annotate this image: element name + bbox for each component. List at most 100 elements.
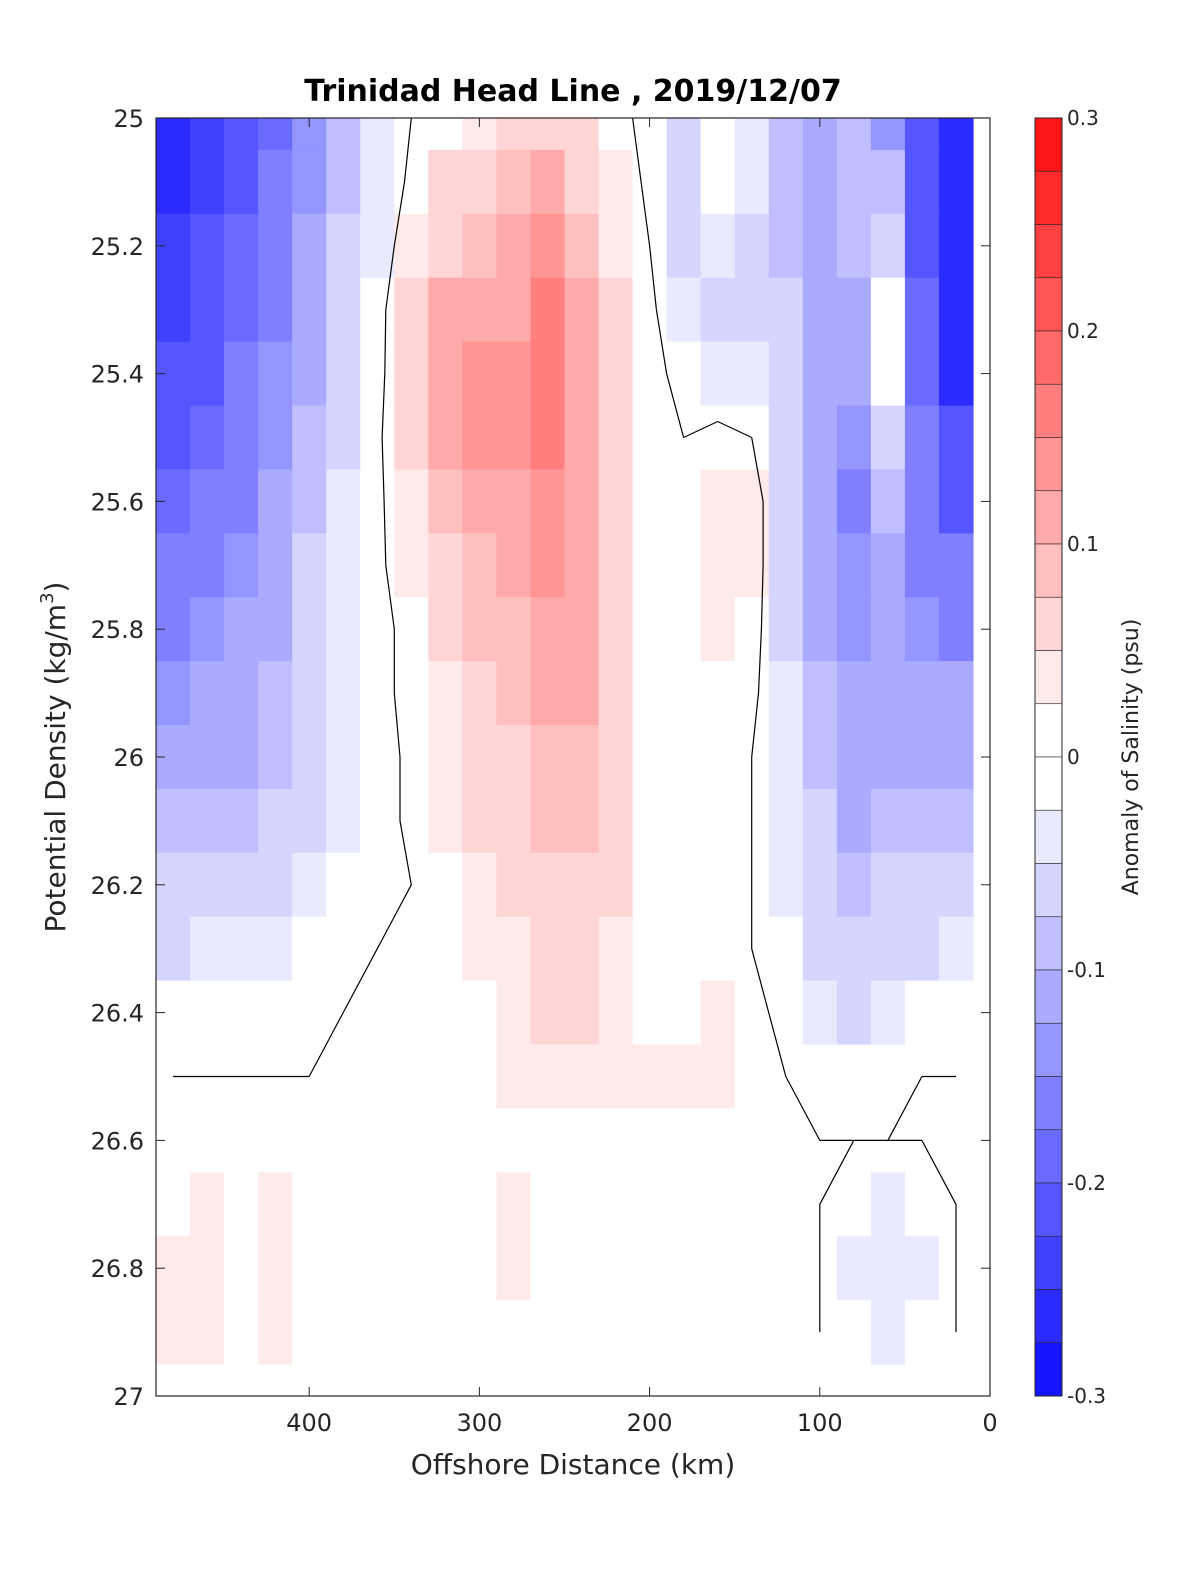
- colorbar-tick-label: 0.1: [1067, 532, 1099, 556]
- heatmap-cell: [394, 213, 429, 279]
- heatmap-cell: [258, 1300, 293, 1365]
- heatmap-cell: [496, 118, 532, 151]
- colorbar-tick-label: 0.2: [1067, 319, 1099, 343]
- heatmap-cell: [496, 533, 532, 598]
- heatmap-cell: [666, 1236, 702, 1301]
- heatmap-cell: [462, 213, 498, 279]
- heatmap-cell: [360, 1236, 395, 1301]
- heatmap-cell: [224, 1108, 259, 1173]
- heatmap-cell: [530, 916, 566, 982]
- heatmap-cell: [530, 341, 566, 407]
- heatmap-cell: [224, 469, 259, 534]
- heatmap-cell: [156, 277, 191, 343]
- heatmap-cell: [836, 661, 872, 726]
- colorbar-swatch: [1034, 969, 1063, 1024]
- heatmap-cell: [700, 469, 736, 534]
- heatmap-cell: [700, 277, 736, 343]
- heatmap-cell: [496, 405, 532, 471]
- heatmap-cell: [598, 661, 634, 726]
- heatmap-cell: [632, 1108, 668, 1173]
- heatmap-cell: [598, 1108, 634, 1173]
- heatmap-cell: [700, 1300, 736, 1365]
- heatmap-cell: [190, 1300, 225, 1365]
- heatmap-cell: [564, 213, 600, 279]
- heatmap-cell: [904, 118, 940, 151]
- heatmap-cell: [632, 533, 668, 598]
- colorbar-tick-label: -0.2: [1067, 1171, 1106, 1195]
- heatmap-cell: [224, 661, 259, 726]
- heatmap-cell: [292, 1300, 327, 1365]
- heatmap-cell: [870, 597, 906, 662]
- heatmap-cell: [530, 1172, 566, 1237]
- heatmap-cell: [394, 916, 429, 982]
- heatmap-cell: [734, 118, 770, 151]
- heatmap-cell: [360, 1044, 395, 1110]
- heatmap-cell: [836, 213, 872, 279]
- heatmap-cell: [564, 852, 600, 918]
- heatmap-cell: [190, 852, 225, 918]
- heatmap-cell: [802, 788, 838, 854]
- heatmap-cell: [768, 1172, 804, 1237]
- colorbar-tick-label: -0.1: [1067, 958, 1106, 982]
- colorbar-tick-label: 0: [1067, 745, 1080, 769]
- heatmap-cell: [836, 405, 872, 471]
- colorbar-swatch: [1034, 650, 1063, 705]
- heatmap-cell: [632, 980, 668, 1046]
- heatmap-cell: [224, 1172, 259, 1237]
- heatmap-cell: [836, 118, 872, 151]
- heatmap-cell: [428, 1236, 463, 1301]
- heatmap-cell: [836, 1172, 872, 1237]
- heatmap-cell: [156, 1172, 191, 1237]
- heatmap-cell: [462, 788, 498, 854]
- heatmap-cell: [598, 725, 634, 790]
- heatmap-cell: [258, 725, 293, 790]
- colorbar-swatch: [1034, 596, 1063, 651]
- y-tick-label: 26.8: [91, 1255, 144, 1283]
- heatmap-cell: [700, 213, 736, 279]
- heatmap-cell: [632, 341, 668, 407]
- heatmap-cell: [870, 1236, 906, 1301]
- heatmap-cell: [530, 980, 566, 1046]
- heatmap-cell: [666, 1300, 702, 1365]
- heatmap-cell: [564, 341, 600, 407]
- heatmap-cell: [768, 1108, 804, 1173]
- heatmap-cell: [802, 341, 838, 407]
- heatmap-cell: [190, 597, 225, 662]
- heatmap-cell: [666, 469, 702, 534]
- heatmap-cell: [224, 788, 259, 854]
- heatmap-cell: [870, 213, 906, 279]
- heatmap-cell: [598, 213, 634, 279]
- colorbar-swatch: [1034, 383, 1063, 438]
- heatmap-cell: [904, 341, 940, 407]
- heatmap-cell: [292, 1108, 327, 1173]
- heatmap-cell: [700, 980, 736, 1046]
- heatmap-cell: [462, 916, 498, 982]
- heatmap-cell: [802, 533, 838, 598]
- zero-contour-lines: [173, 118, 957, 1333]
- heatmap-cell: [326, 1172, 361, 1237]
- heatmap-cell: [326, 277, 361, 343]
- heatmap-cell: [360, 980, 395, 1046]
- heatmap-cell: [632, 597, 668, 662]
- heatmap-cell: [326, 533, 361, 598]
- heatmap-cell: [394, 533, 429, 598]
- heatmap-cell: [564, 1236, 600, 1301]
- colorbar-swatch: [1034, 703, 1063, 758]
- heatmap-cell: [428, 852, 463, 918]
- heatmap-cell: [734, 1044, 770, 1110]
- heatmap-cell: [530, 725, 566, 790]
- heatmap-cell: [598, 1044, 634, 1110]
- heatmap-cell: [870, 277, 906, 343]
- colorbar-swatch: [1034, 437, 1063, 492]
- heatmap-cell: [462, 725, 498, 790]
- heatmap-cell: [292, 788, 327, 854]
- heatmap-cell: [190, 213, 225, 279]
- heatmap-cell: [462, 149, 498, 215]
- heatmap-cell: [530, 852, 566, 918]
- heatmap-cell: [326, 788, 361, 854]
- heatmap-cell: [734, 1108, 770, 1173]
- heatmap-cell: [598, 1300, 634, 1365]
- colorbar-swatch: [1034, 1289, 1063, 1344]
- x-tick-label: 0: [982, 1409, 997, 1437]
- heatmap-cell: [802, 916, 838, 982]
